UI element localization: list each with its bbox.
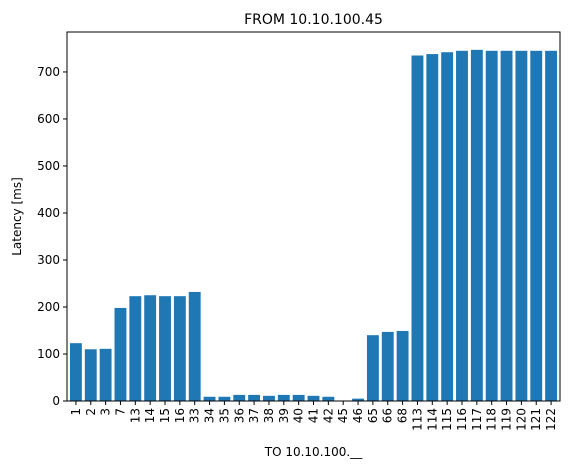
x-tick-label: 113 (410, 408, 424, 431)
bar-65 (366, 335, 379, 401)
bar-114 (426, 54, 439, 402)
x-tick-label: 39 (277, 408, 291, 423)
bar-120 (515, 50, 528, 402)
x-axis-label: TO 10.10.100.__ (264, 445, 363, 459)
bar-34 (203, 396, 216, 401)
x-tick-label: 116 (455, 408, 469, 431)
bar-13 (129, 296, 142, 401)
bar-113 (411, 55, 424, 401)
bar-68 (396, 330, 409, 401)
x-tick-label: 40 (292, 408, 306, 423)
y-tick-label: 500 (37, 159, 60, 173)
bar-39 (277, 394, 290, 401)
y-tick-label: 0 (52, 394, 60, 408)
x-tick-label: 114 (425, 408, 439, 431)
bar-14 (144, 295, 157, 401)
bars-group (69, 49, 558, 402)
y-tick-label: 100 (37, 347, 60, 361)
x-tick-label: 117 (470, 408, 484, 431)
bar-118 (485, 50, 498, 402)
x-tick-label: 14 (143, 408, 157, 423)
bar-116 (456, 50, 468, 402)
x-tick-label: 118 (485, 408, 499, 431)
x-tick-label: 37 (247, 408, 261, 423)
x-tick-label: 65 (366, 408, 380, 423)
y-tick-label: 300 (37, 253, 60, 267)
x-tick-label: 42 (321, 408, 335, 423)
bar-119 (500, 50, 513, 402)
bar-117 (470, 49, 483, 402)
bar-40 (292, 394, 305, 401)
y-tick-label: 400 (37, 206, 60, 220)
x-tick-label: 121 (529, 408, 543, 431)
bar-2 (84, 349, 97, 401)
x-tick-label: 2 (84, 408, 98, 416)
x-tick-label: 35 (217, 408, 231, 423)
x-tick-label: 115 (440, 408, 454, 431)
x-tick-label: 122 (544, 408, 558, 431)
x-tick-label: 36 (232, 408, 246, 423)
bar-122 (545, 50, 558, 402)
bar-15 (159, 296, 171, 401)
y-axis-label: Latency [ms] (10, 177, 24, 256)
bar-36 (233, 394, 246, 401)
bar-41 (307, 395, 320, 401)
x-tick-label: 38 (262, 408, 276, 423)
x-tick-label: 120 (514, 408, 528, 431)
plot-frame (66, 31, 561, 402)
bar-33 (188, 291, 201, 401)
y-tick-label: 700 (37, 65, 60, 79)
x-tick-label: 33 (188, 408, 202, 423)
bar-3 (99, 348, 112, 401)
x-tick-label: 119 (500, 408, 514, 431)
bar-37 (248, 394, 261, 401)
chart-title: FROM 10.10.100.45 (244, 12, 383, 28)
bar-121 (530, 50, 543, 402)
bar-1 (69, 343, 82, 401)
x-tick-label: 13 (128, 408, 142, 423)
bar-16 (173, 296, 186, 401)
y-tick-label: 200 (37, 300, 60, 314)
x-tick-label: 3 (99, 408, 113, 416)
x-tick-label: 45 (336, 408, 350, 423)
x-tick-label: 41 (307, 408, 321, 423)
bar-46 (352, 398, 364, 401)
bar-66 (381, 331, 394, 401)
x-tick-label: 46 (351, 408, 365, 423)
x-tick-label: 16 (173, 408, 187, 423)
x-axis: 1 2 3 7 13 14 15 16 33 34 35 36 37 38 39 40 41 42 45 46 65 66… (69, 401, 558, 431)
x-tick-label: 7 (113, 408, 127, 416)
bar-35 (218, 396, 231, 401)
bar-115 (441, 52, 454, 402)
y-axis: 0 100 200 300 400 500 600 700 (37, 65, 67, 408)
y-tick-label: 600 (37, 112, 60, 126)
x-tick-label: 68 (396, 408, 410, 423)
x-tick-label: 15 (158, 408, 172, 423)
bar-38 (263, 395, 275, 401)
bar-42 (322, 396, 335, 401)
x-tick-label: 1 (69, 408, 83, 416)
bar-7 (114, 307, 127, 401)
x-tick-label: 34 (203, 408, 217, 423)
x-tick-label: 66 (381, 408, 395, 423)
